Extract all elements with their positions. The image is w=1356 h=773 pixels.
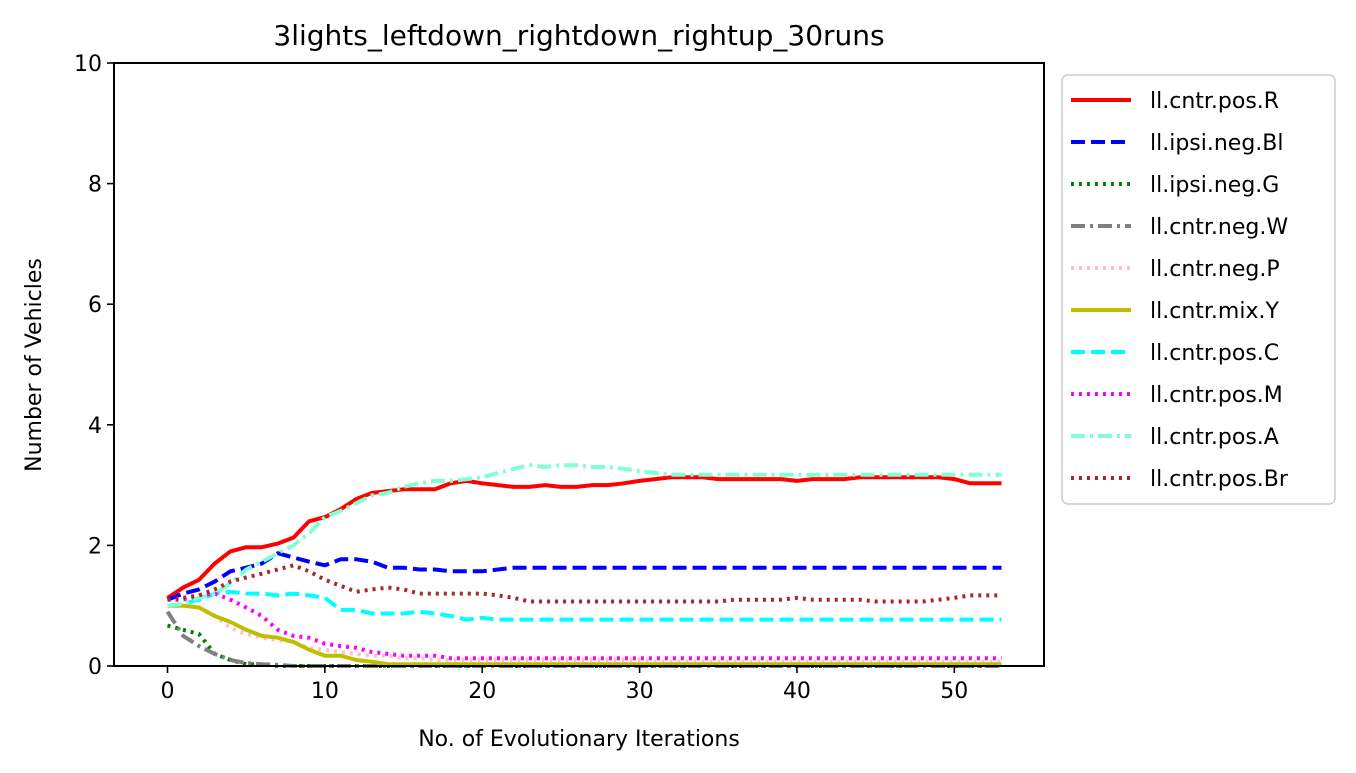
x-tick-label: 0 xyxy=(161,679,175,704)
series-line-9 xyxy=(167,563,1002,604)
y-tick-label: 2 xyxy=(88,534,102,559)
legend-label-3: ll.cntr.neg.W xyxy=(1150,215,1288,240)
series-line-2 xyxy=(166,623,1002,668)
series-line-0 xyxy=(166,475,1002,600)
legend-label-4: ll.cntr.neg.P xyxy=(1150,257,1280,282)
y-tick-label: 8 xyxy=(88,173,102,198)
series-line-6 xyxy=(167,589,1002,622)
x-tick-label: 10 xyxy=(311,679,339,704)
y-tick-label: 10 xyxy=(74,52,102,77)
legend-label-7: ll.cntr.pos.M xyxy=(1150,383,1283,408)
y-axis-label: Number of Vehicles xyxy=(22,258,47,472)
legend-label-6: ll.cntr.pos.C xyxy=(1150,341,1279,366)
chart-title: 3lights_leftdown_rightdown_rightup_30run… xyxy=(273,19,884,52)
x-tick-label: 40 xyxy=(783,679,811,704)
x-axis: 0 10 20 30 40 50 xyxy=(161,666,968,704)
series-line-8 xyxy=(167,463,1002,608)
y-axis: 0 2 4 6 8 10 xyxy=(74,52,114,680)
series-line-1 xyxy=(166,551,1002,602)
x-axis-label: No. of Evolutionary Iterations xyxy=(418,727,740,752)
y-tick-label: 0 xyxy=(88,655,102,680)
legend: ll.cntr.pos.R ll.ipsi.neg.Bl ll.ipsi.neg.G… xyxy=(1061,74,1336,505)
y-tick-label: 4 xyxy=(88,414,102,439)
series-line-4 xyxy=(167,603,1002,664)
y-tick-label: 6 xyxy=(88,293,102,318)
legend-label-5: ll.cntr.mix.Y xyxy=(1150,299,1279,324)
legend-frame xyxy=(1061,74,1336,505)
legend-label-0: ll.cntr.pos.R xyxy=(1150,89,1279,114)
series-line-5 xyxy=(167,603,1002,667)
x-tick-label: 20 xyxy=(468,679,496,704)
legend-label-2: ll.ipsi.neg.G xyxy=(1150,173,1279,198)
plot-area-frame xyxy=(113,62,1045,667)
legend-label-9: ll.cntr.pos.Br xyxy=(1150,467,1289,492)
legend-label-1: ll.ipsi.neg.Bl xyxy=(1150,131,1284,156)
legend-label-8: ll.cntr.pos.A xyxy=(1150,425,1279,450)
plot-lines xyxy=(165,463,1002,668)
x-tick-label: 30 xyxy=(626,679,654,704)
x-tick-label: 50 xyxy=(940,679,968,704)
